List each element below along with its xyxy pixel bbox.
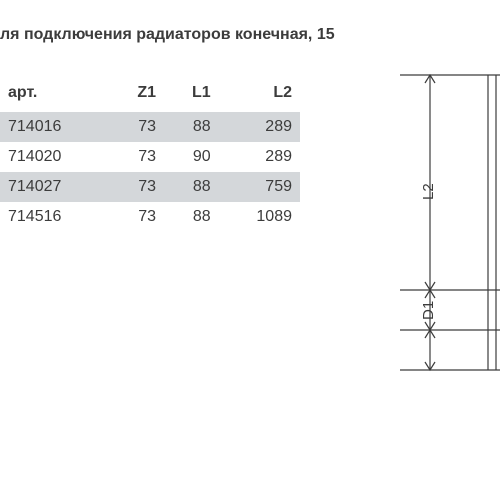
cell-l2: 1089 xyxy=(219,202,300,232)
cell-l1: 88 xyxy=(164,172,219,202)
dimension-svg xyxy=(360,70,500,410)
col-l1: L1 xyxy=(164,80,219,112)
col-l2: L2 xyxy=(219,80,300,112)
table-row: 714016 73 88 289 xyxy=(0,112,300,142)
cell-l1: 88 xyxy=(164,112,219,142)
cell-l2: 759 xyxy=(219,172,300,202)
spec-table: арт. Z1 L1 L2 714016 73 88 289 714020 73… xyxy=(0,80,300,232)
cell-l1: 90 xyxy=(164,142,219,172)
cell-l2: 289 xyxy=(219,142,300,172)
cell-l1: 88 xyxy=(164,202,219,232)
col-z1: Z1 xyxy=(109,80,164,112)
label-l2: L2 xyxy=(420,183,437,200)
cell-z1: 73 xyxy=(109,142,164,172)
table-row: 714516 73 88 1089 xyxy=(0,202,300,232)
cell-art: 714027 xyxy=(0,172,109,202)
table-row: 714020 73 90 289 xyxy=(0,142,300,172)
table-row: 714027 73 88 759 xyxy=(0,172,300,202)
page-title: ля подключения радиаторов конечная, 15 xyxy=(0,26,335,44)
dimension-drawing: L2 D1 xyxy=(360,70,500,410)
cell-z1: 73 xyxy=(109,172,164,202)
cell-art: 714016 xyxy=(0,112,109,142)
table-header-row: арт. Z1 L1 L2 xyxy=(0,80,300,112)
cell-z1: 73 xyxy=(109,202,164,232)
cell-l2: 289 xyxy=(219,112,300,142)
col-art: арт. xyxy=(0,80,109,112)
cell-art: 714516 xyxy=(0,202,109,232)
label-d1: D1 xyxy=(420,301,437,320)
cell-z1: 73 xyxy=(109,112,164,142)
cell-art: 714020 xyxy=(0,142,109,172)
